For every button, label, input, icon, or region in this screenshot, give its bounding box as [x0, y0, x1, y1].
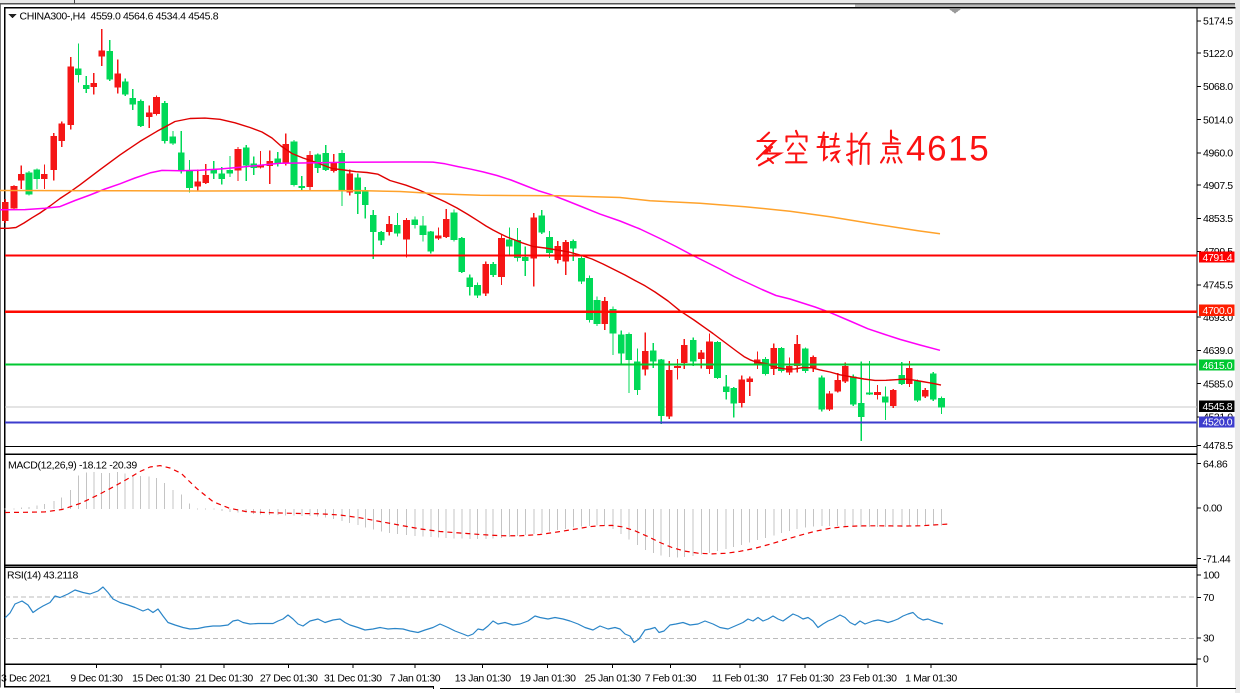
svg-text:70: 70: [1203, 592, 1214, 604]
svg-text:13 Jan 01:30: 13 Jan 01:30: [455, 672, 511, 684]
svg-text:19 Jan 01:30: 19 Jan 01:30: [520, 672, 576, 684]
svg-text:3 Dec 2021: 3 Dec 2021: [1, 672, 51, 684]
svg-text:RSI(14) 43.2118: RSI(14) 43.2118: [7, 569, 79, 581]
svg-text:9 Dec 01:30: 9 Dec 01:30: [70, 672, 123, 684]
svg-text:7 Feb 01:30: 7 Feb 01:30: [645, 672, 697, 684]
svg-text:-71.44: -71.44: [1203, 553, 1231, 565]
svg-text:7 Jan 01:30: 7 Jan 01:30: [390, 672, 441, 684]
svg-text:5014.0: 5014.0: [1203, 114, 1233, 126]
svg-text:100: 100: [1203, 570, 1220, 582]
svg-text:25 Jan 01:30: 25 Jan 01:30: [585, 672, 641, 684]
svg-text:31 Dec 01:30: 31 Dec 01:30: [324, 672, 382, 684]
svg-text:4639.0: 4639.0: [1203, 345, 1233, 357]
svg-text:MACD(12,26,9) -18.12 -20.39: MACD(12,26,9) -18.12 -20.39: [8, 459, 137, 471]
svg-text:4615: 4615: [906, 130, 990, 169]
svg-text:4700.0: 4700.0: [1203, 305, 1233, 317]
svg-text:17 Feb 01:30: 17 Feb 01:30: [776, 672, 834, 684]
svg-text:27 Dec 01:30: 27 Dec 01:30: [260, 672, 318, 684]
svg-text:4545.8: 4545.8: [1203, 401, 1233, 413]
svg-text:4745.5: 4745.5: [1203, 280, 1233, 292]
svg-text:30: 30: [1203, 633, 1214, 645]
svg-text:5122.0: 5122.0: [1203, 48, 1233, 60]
svg-text:4907.5: 4907.5: [1203, 180, 1233, 192]
svg-text:4478.5: 4478.5: [1203, 440, 1233, 452]
svg-text:4853.5: 4853.5: [1203, 213, 1233, 225]
svg-text:21 Dec 01:30: 21 Dec 01:30: [195, 672, 253, 684]
svg-text:15 Dec 01:30: 15 Dec 01:30: [132, 672, 190, 684]
svg-text:4520.0: 4520.0: [1203, 417, 1233, 429]
svg-text:4615.0: 4615.0: [1203, 360, 1233, 372]
svg-text:0.00: 0.00: [1203, 503, 1222, 515]
svg-text:64.86: 64.86: [1203, 458, 1228, 470]
svg-text:4960.0: 4960.0: [1203, 148, 1233, 160]
svg-text:0: 0: [1203, 654, 1209, 666]
svg-text:4791.4: 4791.4: [1203, 252, 1233, 264]
svg-text:5174.5: 5174.5: [1203, 16, 1233, 28]
svg-text:CHINA300-,H4 4559.0 4564.6 45: CHINA300-,H4 4559.0 4564.6 4534.4 4545.8: [20, 10, 219, 22]
svg-text:5068.0: 5068.0: [1203, 81, 1233, 93]
svg-text:11 Feb 01:30: 11 Feb 01:30: [712, 672, 769, 684]
svg-text:23 Feb 01:30: 23 Feb 01:30: [839, 672, 897, 684]
svg-text:1 Mar 01:30: 1 Mar 01:30: [905, 672, 957, 684]
svg-text:4585.0: 4585.0: [1203, 378, 1233, 390]
